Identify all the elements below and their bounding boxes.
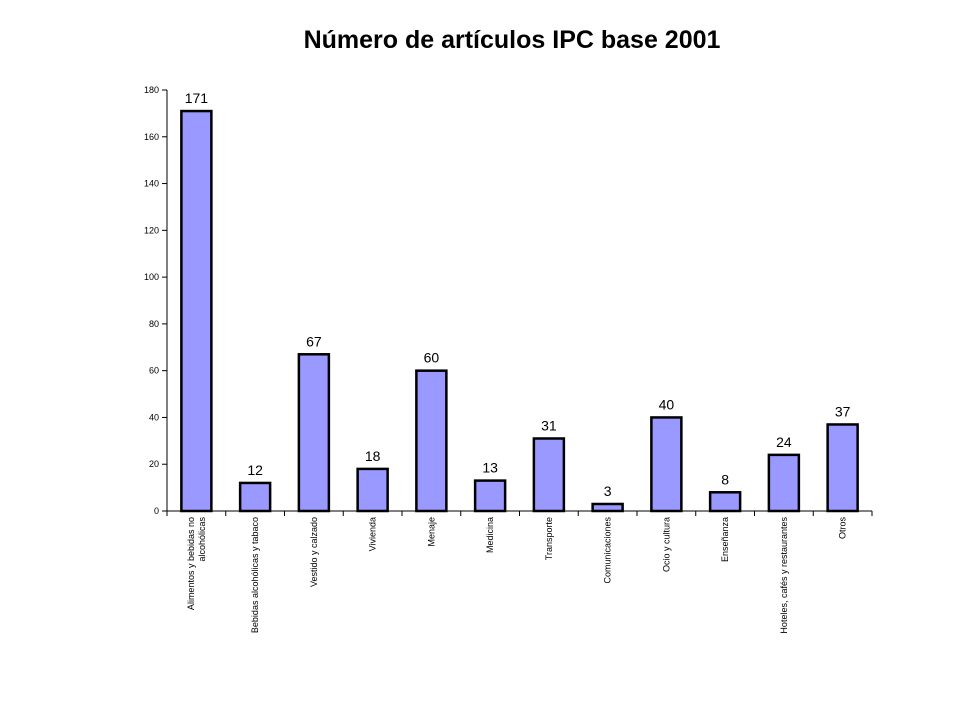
data-label: 13 <box>482 460 498 476</box>
data-label: 8 <box>721 471 729 487</box>
category-label: Vestido y calzado <box>309 517 319 587</box>
bar <box>238 481 272 513</box>
category-label: Enseñanza <box>720 517 730 562</box>
category-label-line: Hoteles, cafés y restaurantes <box>779 517 789 634</box>
category-label: Ocio y cultura <box>661 517 671 572</box>
data-label: 40 <box>659 396 675 412</box>
category-label-line: Bebidas alcohólicas y tabaco <box>250 517 260 633</box>
category-label-line: Enseñanza <box>720 517 730 562</box>
data-label: 18 <box>365 448 381 464</box>
category-label: Otros <box>838 517 848 540</box>
category-label-line: Vivienda <box>368 517 378 551</box>
y-tick-label: 180 <box>144 85 159 95</box>
category-label-line: Ocio y cultura <box>661 517 671 572</box>
category-label-line: Comunicaciones <box>603 517 613 584</box>
bar <box>473 479 507 513</box>
category-label-line: Vestido y calzado <box>309 517 319 587</box>
y-tick-label: 120 <box>144 225 159 235</box>
data-label: 24 <box>776 434 792 450</box>
y-tick-label: 140 <box>144 179 159 189</box>
bars-layer <box>180 109 859 513</box>
bar <box>650 416 683 513</box>
category-label: Vivienda <box>368 517 378 551</box>
data-label: 12 <box>247 462 263 478</box>
y-tick-label: 80 <box>149 319 159 329</box>
bar <box>415 369 448 513</box>
category-label: Transporte <box>544 517 554 560</box>
category-label-line: Menaje <box>426 517 436 547</box>
data-label: 37 <box>835 403 851 419</box>
data-label: 171 <box>185 90 209 106</box>
chart-title: Número de artículos IPC base 2001 <box>303 26 721 54</box>
y-tick-label: 0 <box>154 506 159 516</box>
category-label-line: alcohólicas <box>197 517 207 562</box>
bar <box>297 353 331 513</box>
bar <box>708 491 742 513</box>
bar <box>591 502 624 513</box>
category-label: Comunicaciones <box>603 517 613 584</box>
y-tick-label: 100 <box>144 272 159 282</box>
data-label: 60 <box>424 350 440 366</box>
bar <box>180 109 213 513</box>
category-label: Hoteles, cafés y restaurantes <box>779 517 789 634</box>
category-label: Bebidas alcohólicas y tabaco <box>250 517 260 633</box>
data-label: 67 <box>306 333 322 349</box>
category-label: Alimentos y bebidas no alcohólicas <box>186 517 207 611</box>
category-label-line: Otros <box>838 517 848 540</box>
bar <box>767 453 801 513</box>
category-label: Menaje <box>426 517 436 547</box>
y-tick-label: 60 <box>149 366 159 376</box>
axes-layer <box>162 89 873 516</box>
data-label: 31 <box>541 417 557 433</box>
category-label: Medicina <box>485 517 495 553</box>
y-tick-label: 160 <box>144 132 159 142</box>
data-label: 3 <box>604 483 612 499</box>
bar <box>532 437 566 513</box>
category-label-line: Alimentos y bebidas no <box>186 517 196 610</box>
bar <box>826 423 859 513</box>
y-tick-label: 40 <box>149 412 159 422</box>
category-label-line: Transporte <box>544 517 554 560</box>
bar <box>356 467 389 513</box>
y-tick-label: 20 <box>149 459 159 469</box>
labels-layer: 171 Alimentos y bebidas no alcohólicas 12 Be… <box>144 85 851 634</box>
category-label-line: Medicina <box>485 517 495 553</box>
